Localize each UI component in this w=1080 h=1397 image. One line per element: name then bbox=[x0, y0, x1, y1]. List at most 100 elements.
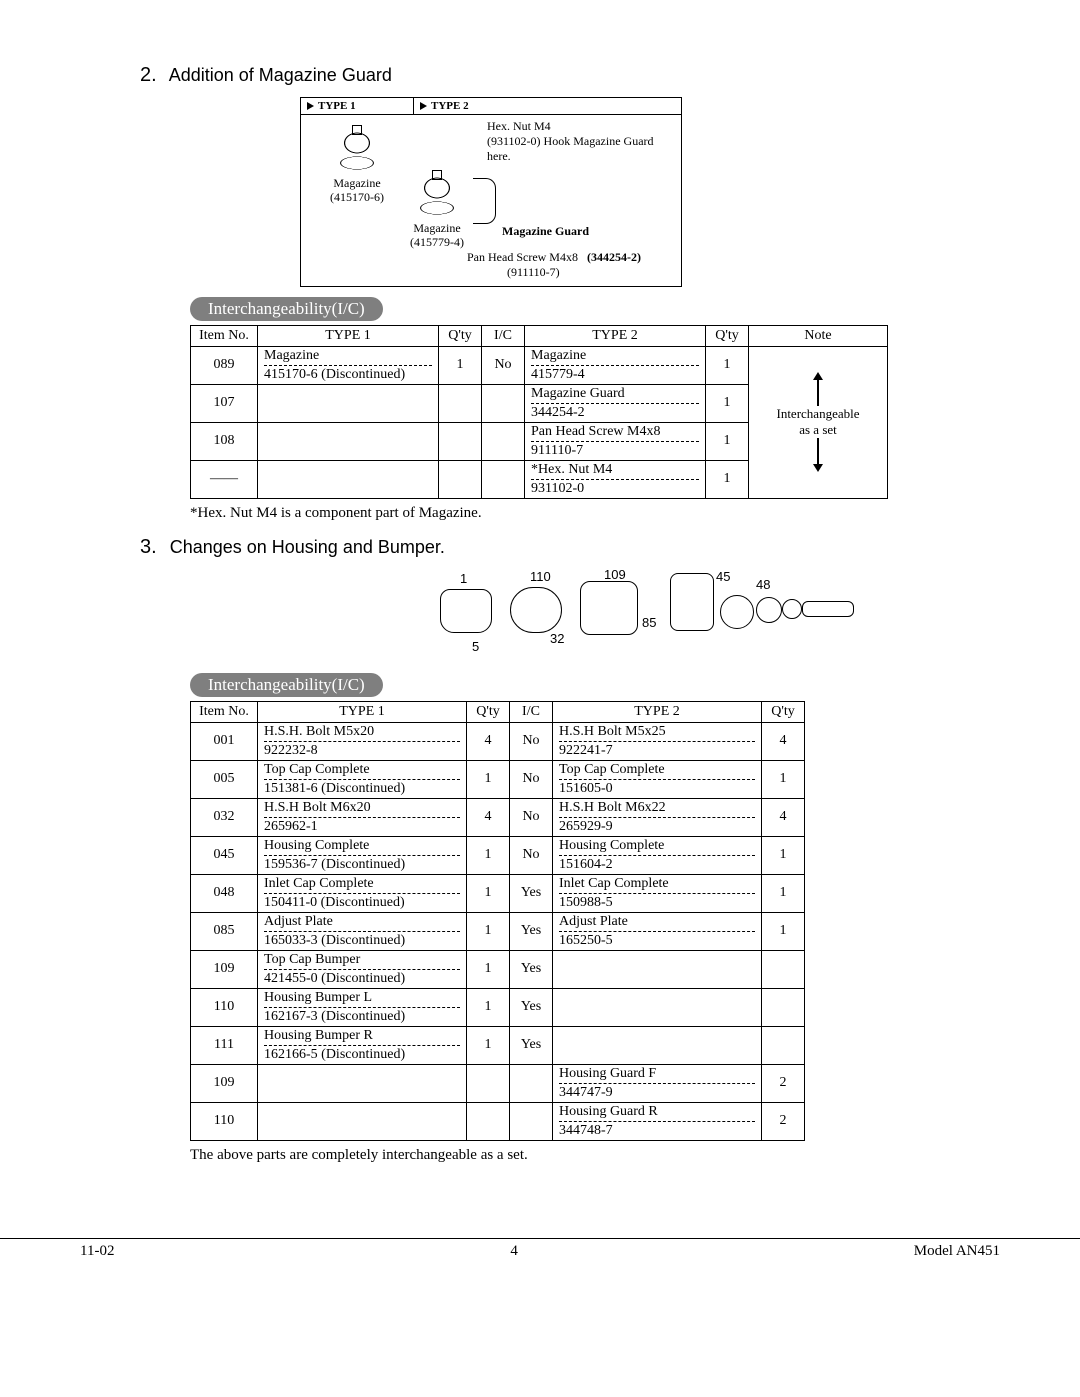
diagram-hexnut-code: (931102-0) bbox=[487, 134, 541, 148]
part-code: 265962-1 bbox=[264, 819, 460, 835]
cell-part: Inlet Cap Complete150988-5 bbox=[553, 874, 762, 912]
cell-itemno: 045 bbox=[191, 836, 258, 874]
th-ic: I/C bbox=[482, 325, 525, 346]
cell-qty: 1 bbox=[762, 836, 805, 874]
cell-part: Adjust Plate165250-5 bbox=[553, 912, 762, 950]
part-name: H.S.H Bolt M6x20 bbox=[264, 800, 460, 818]
cell-qty: 2 bbox=[762, 1102, 805, 1140]
part-code: 421455-0 (Discontinued) bbox=[264, 971, 460, 987]
cell-empty bbox=[258, 1064, 467, 1102]
diagram-hexnut: Hex. Nut M4 bbox=[487, 119, 551, 133]
part-code: 344747-9 bbox=[559, 1085, 755, 1101]
cell-part: H.S.H Bolt M6x22265929-9 bbox=[553, 798, 762, 836]
part-code: 159536-7 (Discontinued) bbox=[264, 857, 460, 873]
part-code: 150411-0 (Discontinued) bbox=[264, 895, 460, 911]
diagram-magazine-label-1: Magazine bbox=[307, 177, 407, 191]
footer-right: Model AN451 bbox=[914, 1243, 1000, 1260]
magazine-diagram: TYPE 1 TYPE 2 Magazine (415170-6) Hex. N… bbox=[300, 97, 682, 287]
arrow-right-icon bbox=[307, 102, 314, 110]
part-name: Adjust Plate bbox=[559, 914, 755, 932]
cell-itemno: 109 bbox=[191, 1064, 258, 1102]
part-name: Magazine Guard bbox=[531, 386, 699, 404]
cell-ic bbox=[510, 1064, 553, 1102]
cell-itemno: 110 bbox=[191, 1102, 258, 1140]
section3-number: 3. bbox=[140, 536, 157, 558]
part-name: Housing Complete bbox=[559, 838, 755, 856]
part-code: 344254-2 bbox=[531, 405, 699, 421]
cell-qty bbox=[762, 950, 805, 988]
cell-ic: No bbox=[510, 836, 553, 874]
diagram-type1-label: TYPE 1 bbox=[318, 100, 356, 112]
cell-qty: 2 bbox=[762, 1064, 805, 1102]
cell-part: H.S.H Bolt M6x20265962-1 bbox=[258, 798, 467, 836]
part-name: Magazine bbox=[531, 348, 699, 366]
th-qty1: Q'ty bbox=[439, 325, 482, 346]
part-code: 922232-8 bbox=[264, 743, 460, 759]
th-type2: TYPE 2 bbox=[525, 325, 706, 346]
diagram-screw: Pan Head Screw M4x8 bbox=[467, 250, 578, 264]
cell-ic: No bbox=[510, 760, 553, 798]
part-name: Housing Bumper R bbox=[264, 1028, 460, 1046]
cell-qty: 1 bbox=[762, 760, 805, 798]
cell-part: Adjust Plate165033-3 (Discontinued) bbox=[258, 912, 467, 950]
cell-itemno: 111 bbox=[191, 1026, 258, 1064]
part-code: 415779-4 bbox=[531, 367, 699, 383]
arrow-down-icon bbox=[813, 464, 823, 472]
part-code: 344748-7 bbox=[559, 1123, 755, 1139]
part-code: 150988-5 bbox=[559, 895, 755, 911]
th-qty2: Q'ty bbox=[706, 325, 749, 346]
table-row: 045Housing Complete159536-7 (Discontinue… bbox=[191, 836, 805, 874]
cell-itemno: —— bbox=[191, 460, 258, 498]
cell-qty: 1 bbox=[467, 988, 510, 1026]
cell-qty bbox=[467, 1102, 510, 1140]
part-name: Magazine bbox=[264, 348, 432, 366]
table-row: 111 Housing Bumper R162166-5 (Discontinue… bbox=[191, 1026, 805, 1064]
cell-part: Housing Complete151604-2 bbox=[553, 836, 762, 874]
sketch-label: 1 bbox=[460, 571, 467, 586]
section3-table: Item No. TYPE 1 Q'ty I/C TYPE 2 Q'ty 001… bbox=[190, 701, 805, 1141]
cell-itemno: 109 bbox=[191, 950, 258, 988]
part-code: 265929-9 bbox=[559, 819, 755, 835]
sketch-label: 110 bbox=[530, 569, 551, 584]
part-name: H.S.H Bolt M6x22 bbox=[559, 800, 755, 818]
cell-ic: Yes bbox=[510, 1026, 553, 1064]
cell-empty bbox=[258, 460, 439, 498]
cell-itemno: 048 bbox=[191, 874, 258, 912]
part-name: Housing Complete bbox=[264, 838, 460, 856]
section2-number: 2. bbox=[140, 64, 157, 86]
sketch-label: 48 bbox=[756, 577, 770, 592]
part-name: Pan Head Screw M4x8 bbox=[531, 424, 699, 442]
table-row: 085Adjust Plate165033-3 (Discontinued)1Y… bbox=[191, 912, 805, 950]
th-type1: TYPE 1 bbox=[258, 325, 439, 346]
cell-part: Inlet Cap Complete150411-0 (Discontinued… bbox=[258, 874, 467, 912]
cell-part: Housing Complete159536-7 (Discontinued) bbox=[258, 836, 467, 874]
cell-itemno: 005 bbox=[191, 760, 258, 798]
cell-qty: 1 bbox=[706, 384, 749, 422]
part-code: 151381-6 (Discontinued) bbox=[264, 781, 460, 797]
cell-ic bbox=[482, 460, 525, 498]
sketch-part bbox=[670, 573, 714, 631]
cell-note: Interchangeableas a set bbox=[749, 346, 888, 498]
part-code: 162167-3 (Discontinued) bbox=[264, 1009, 460, 1025]
cell-qty bbox=[467, 1064, 510, 1102]
part-code: 165250-5 bbox=[559, 933, 755, 949]
th-qty1: Q'ty bbox=[467, 701, 510, 722]
section2-footnote: *Hex. Nut M4 is a component part of Maga… bbox=[190, 505, 940, 522]
cell-itemno: 032 bbox=[191, 798, 258, 836]
table-row: 109Housing Guard F344747-92 bbox=[191, 1064, 805, 1102]
part-name: Adjust Plate bbox=[264, 914, 460, 932]
cell-part: Magazine Guard344254-2 bbox=[525, 384, 706, 422]
section3-footnote: The above parts are completely interchan… bbox=[190, 1147, 940, 1164]
part-code: 162166-5 (Discontinued) bbox=[264, 1047, 460, 1063]
cell-itemno: 001 bbox=[191, 722, 258, 760]
cell-itemno: 110 bbox=[191, 988, 258, 1026]
cell-qty: 4 bbox=[762, 798, 805, 836]
table-row: 109Top Cap Bumper421455-0 (Discontinued)… bbox=[191, 950, 805, 988]
diagram-guard-code: (344254-2) bbox=[587, 250, 641, 264]
page: 2. Addition of Magazine Guard TYPE 1 TYP… bbox=[0, 0, 1080, 1300]
cell-ic: Yes bbox=[510, 950, 553, 988]
sketch-label: 45 bbox=[716, 569, 730, 584]
sketch-part bbox=[802, 601, 854, 617]
footer-center: 4 bbox=[510, 1243, 518, 1260]
magazine-guard-shape bbox=[473, 178, 496, 224]
